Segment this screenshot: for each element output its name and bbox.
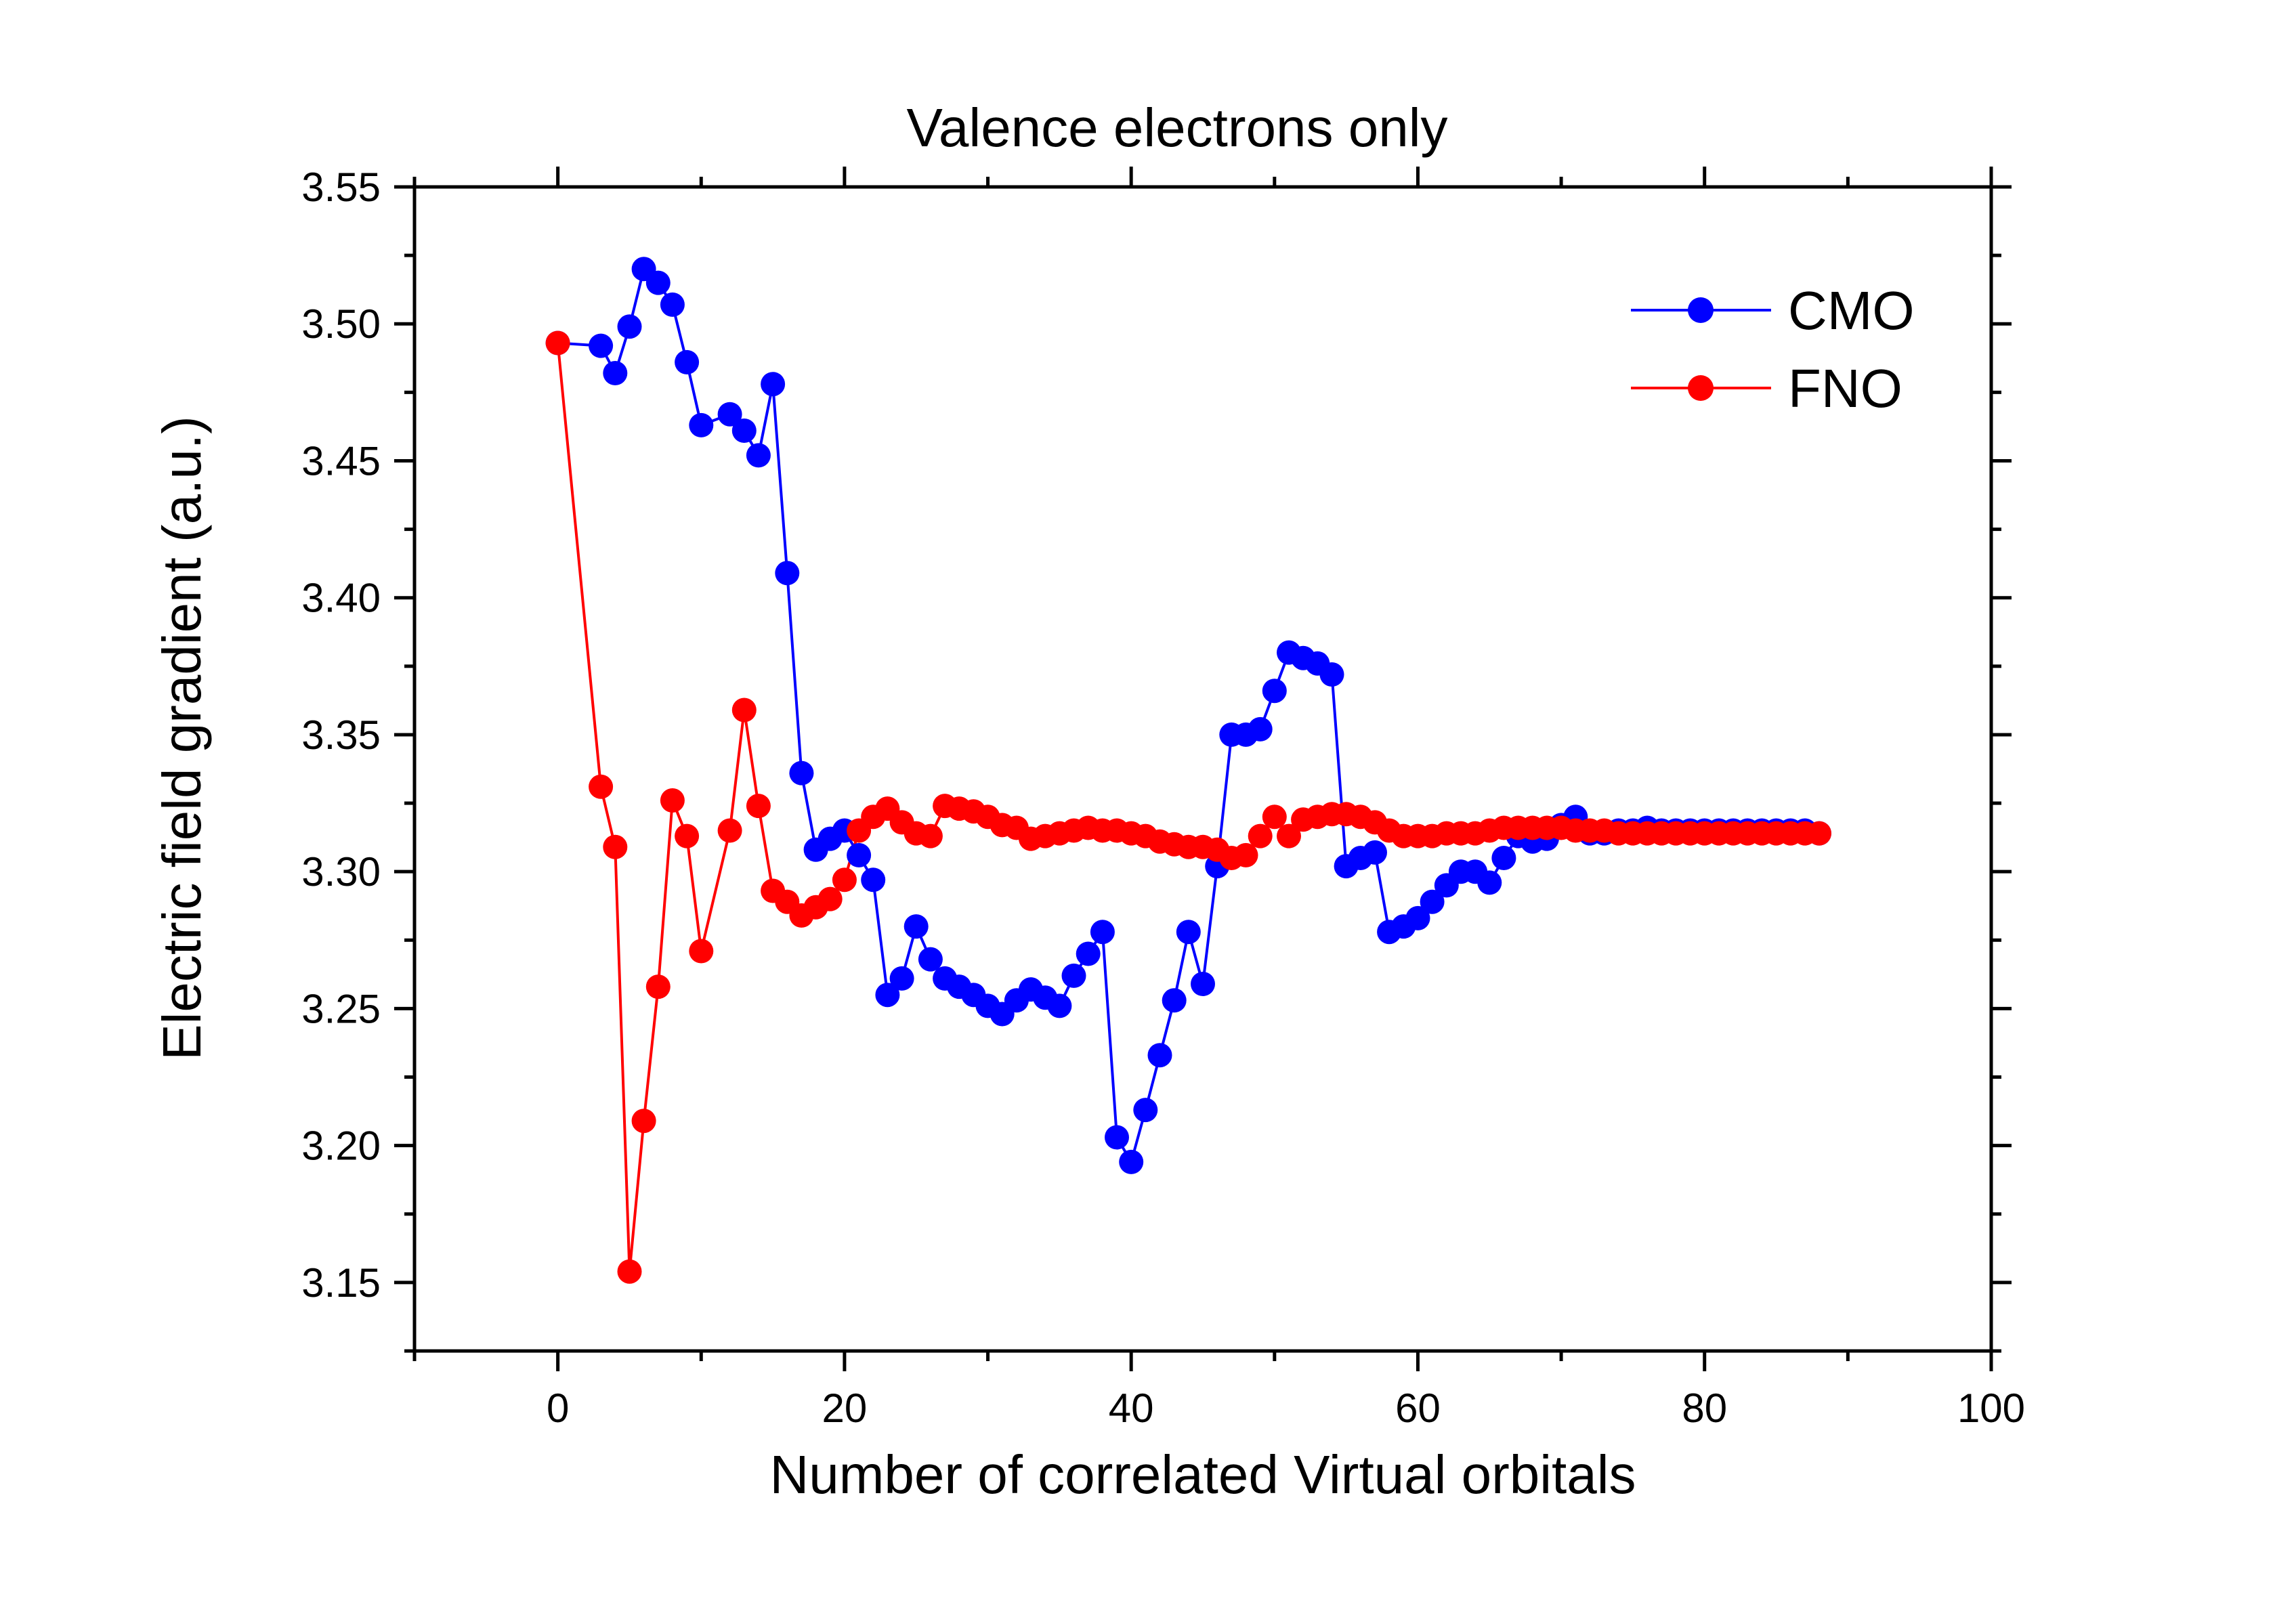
y-tick-label: 3.40 — [301, 576, 381, 621]
legend: CMO FNO — [1631, 280, 1915, 418]
data-point-fno — [589, 774, 614, 799]
data-point-cmo — [1491, 846, 1516, 870]
x-tick-label: 40 — [1109, 1386, 1154, 1431]
data-point-cmo — [918, 947, 943, 972]
data-point-cmo — [1061, 963, 1086, 988]
x-tick-label: 20 — [822, 1386, 868, 1431]
data-point-fno — [817, 886, 843, 911]
y-tick-label: 3.35 — [301, 712, 381, 758]
data-point-cmo — [1133, 1098, 1158, 1123]
y-axis-title: Electric field gradient (a.u.) — [152, 416, 212, 1060]
x-axis-title: Number of correlated Virtual orbitals — [769, 1444, 1636, 1505]
data-point-cmo — [847, 842, 872, 867]
data-point-fno — [1807, 821, 1831, 846]
data-point-cmo — [1105, 1125, 1129, 1150]
data-point-fno — [631, 1109, 656, 1134]
y-tick-label: 3.20 — [301, 1123, 381, 1169]
data-point-fno — [660, 788, 685, 813]
legend-fno-marker — [1688, 375, 1714, 401]
data-point-fno — [746, 794, 771, 819]
y-tick-label: 3.55 — [301, 165, 381, 210]
data-point-cmo — [1162, 988, 1187, 1013]
legend-cmo-marker — [1688, 297, 1714, 323]
data-point-cmo — [1191, 972, 1215, 996]
data-point-cmo — [675, 349, 700, 374]
series-markers — [545, 257, 1831, 1284]
data-point-cmo — [875, 983, 900, 1008]
data-point-fno — [918, 823, 943, 849]
data-point-fno — [731, 697, 757, 723]
data-point-fno — [675, 823, 700, 849]
chart-title: Valence electrons only — [907, 98, 1448, 158]
data-point-cmo — [1119, 1149, 1144, 1174]
y-tick-label: 3.30 — [301, 849, 381, 895]
data-point-cmo — [589, 333, 614, 358]
data-point-fno — [545, 330, 570, 356]
data-point-fno — [717, 818, 742, 843]
data-point-cmo — [1319, 662, 1344, 687]
data-point-cmo — [903, 914, 929, 939]
data-point-cmo — [789, 760, 814, 786]
plot-frame — [412, 185, 1993, 1353]
data-point-cmo — [1248, 716, 1273, 742]
x-tick-label: 0 — [547, 1386, 569, 1431]
data-point-fno — [1277, 823, 1301, 849]
data-point-fno — [617, 1259, 642, 1284]
y-tick-label: 3.50 — [301, 301, 381, 347]
data-point-cmo — [1420, 889, 1445, 914]
data-point-cmo — [689, 412, 714, 437]
data-point-fno — [1233, 842, 1258, 867]
data-point-cmo — [746, 443, 771, 468]
y-tick-label: 3.15 — [301, 1260, 381, 1306]
data-point-cmo — [660, 292, 685, 317]
data-point-fno — [603, 834, 628, 859]
data-point-fno — [1262, 804, 1287, 830]
x-tick-label: 80 — [1682, 1386, 1727, 1431]
data-point-cmo — [861, 867, 886, 893]
data-point-fno — [689, 939, 714, 964]
data-point-cmo — [1262, 679, 1287, 704]
data-point-cmo — [1076, 941, 1101, 966]
data-point-cmo — [761, 372, 786, 397]
data-point-cmo — [1090, 920, 1115, 945]
data-point-cmo — [731, 418, 757, 443]
legend-fno-label: FNO — [1788, 358, 1902, 418]
data-point-cmo — [889, 966, 914, 991]
data-point-cmo — [1147, 1043, 1172, 1068]
data-point-cmo — [1477, 870, 1502, 895]
x-tick-label: 60 — [1395, 1386, 1441, 1431]
data-point-cmo — [1363, 840, 1387, 865]
data-point-fno — [645, 974, 671, 1000]
data-point-cmo — [1047, 993, 1072, 1018]
data-point-cmo — [717, 402, 742, 427]
data-point-cmo — [1405, 905, 1430, 930]
legend-cmo-label: CMO — [1788, 280, 1915, 341]
data-point-cmo — [1176, 920, 1201, 945]
data-point-fno — [1248, 823, 1273, 849]
data-point-cmo — [775, 561, 800, 586]
x-tick-label: 100 — [1957, 1386, 2025, 1431]
axis-ticks: 0 20 40 60 80 100 3.15 3.20 3.25 3.30 3.35 3.40 3.45… — [301, 165, 2025, 1431]
data-point-fno — [832, 867, 857, 893]
data-point-cmo — [617, 314, 642, 339]
y-tick-label: 3.25 — [301, 986, 381, 1031]
y-tick-label: 3.45 — [301, 438, 381, 484]
data-point-cmo — [645, 270, 671, 295]
data-point-cmo — [603, 361, 628, 385]
